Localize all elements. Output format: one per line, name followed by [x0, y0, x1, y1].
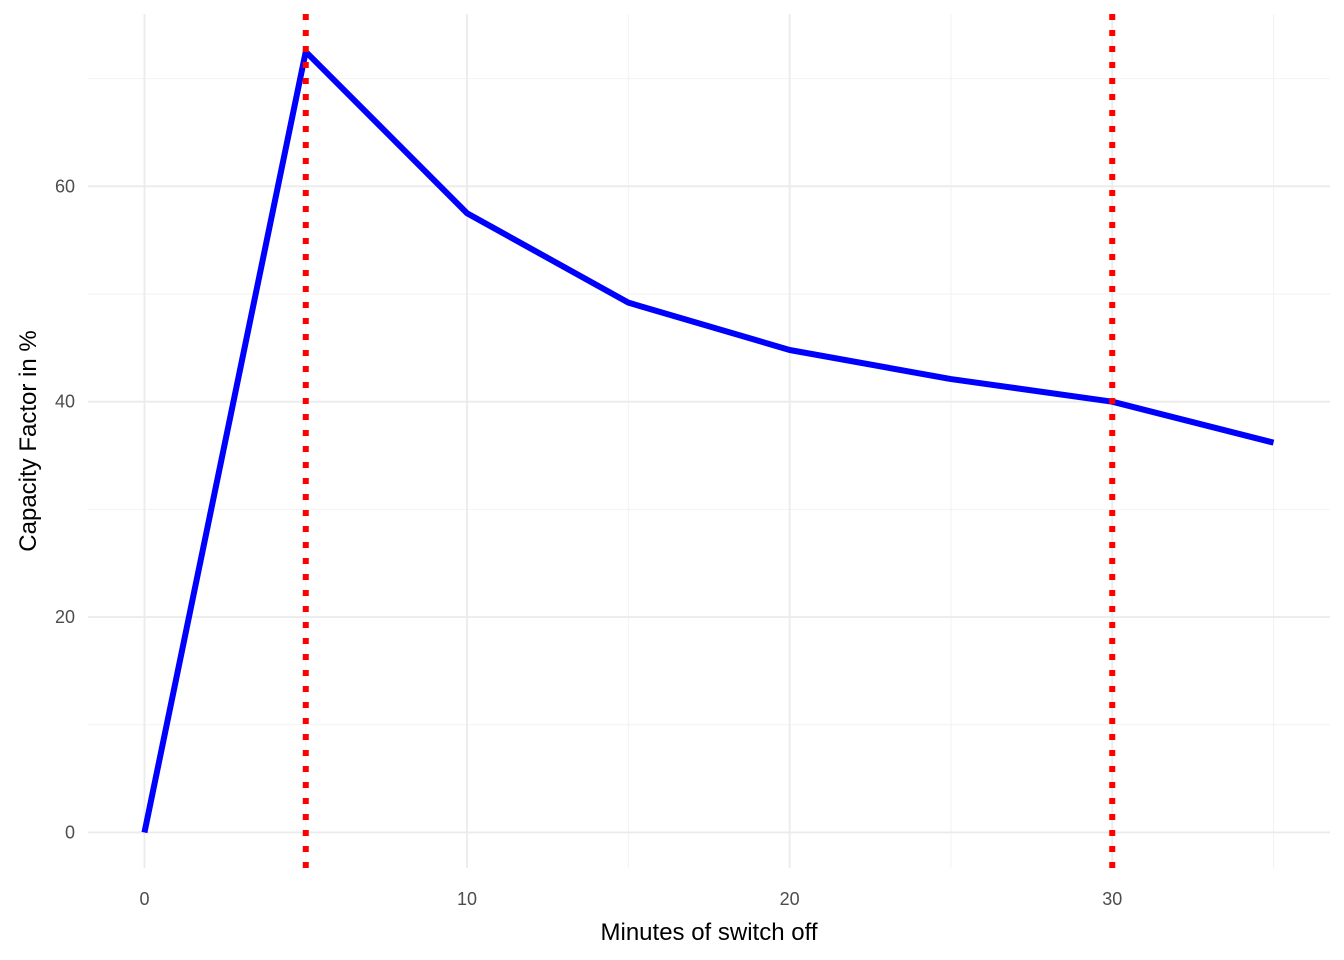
x-axis-tick-labels: 0 10 20 30 [139, 889, 1122, 909]
y-tick-label: 40 [55, 392, 75, 412]
x-tick-label: 10 [457, 889, 477, 909]
reference-lines [302, 14, 1116, 868]
minor-gridlines [88, 14, 1330, 868]
data-series [141, 48, 1275, 834]
major-gridlines [88, 14, 1330, 868]
x-tick-label: 20 [780, 889, 800, 909]
x-tick-label: 30 [1102, 889, 1122, 909]
y-tick-label: 0 [65, 822, 75, 842]
series-line [141, 48, 1275, 834]
y-axis-tick-labels: 0 20 40 60 [55, 176, 75, 842]
x-tick-label: 0 [139, 889, 149, 909]
y-tick-label: 20 [55, 607, 75, 627]
y-tick-label: 60 [55, 176, 75, 196]
y-axis-title: Capacity Factor in % [15, 330, 42, 551]
x-axis-title: Minutes of switch off [601, 919, 818, 946]
